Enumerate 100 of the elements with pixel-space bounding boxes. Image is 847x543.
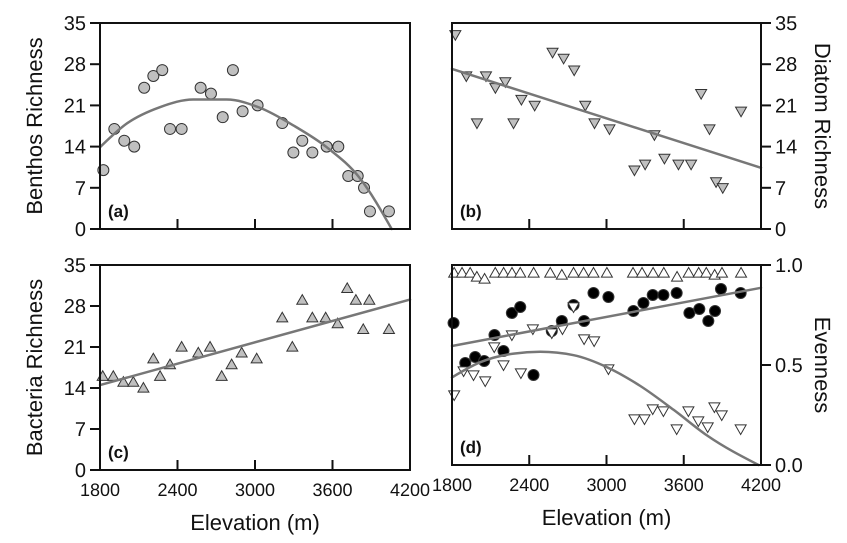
x-tick-label: 4200: [740, 475, 782, 495]
point: [528, 100, 541, 112]
point: [156, 64, 168, 76]
point: [600, 267, 613, 278]
point: [603, 124, 616, 135]
point: [578, 334, 590, 345]
point: [363, 294, 376, 305]
point: [236, 346, 248, 358]
y2-axis-title: Diatom Richness: [810, 42, 835, 210]
point: [147, 352, 160, 364]
point: [528, 267, 540, 278]
point: [306, 146, 318, 158]
point: [469, 351, 482, 363]
point: [176, 341, 188, 352]
point: [556, 269, 568, 280]
point: [637, 297, 650, 309]
point: [578, 267, 590, 278]
point: [514, 267, 526, 278]
point: [528, 369, 540, 381]
y-tick-label: 14: [64, 136, 86, 159]
x-tick-label: 1800: [432, 475, 472, 495]
point: [382, 205, 395, 218]
point: [636, 267, 648, 278]
point: [693, 303, 706, 315]
annotation: (b): [460, 202, 482, 221]
y-tick-label: 35: [64, 255, 86, 277]
point: [568, 267, 580, 278]
point: [478, 273, 491, 284]
x-tick-label: 3600: [664, 475, 704, 495]
point: [499, 77, 512, 88]
point: [695, 89, 708, 100]
y2-tick-label: 0.5: [775, 355, 803, 377]
point: [568, 302, 580, 313]
annotation: (a): [108, 202, 129, 221]
point: [628, 166, 640, 176]
point: [702, 422, 714, 433]
line-series: [450, 350, 760, 466]
point: [250, 352, 263, 364]
y2-tick-label: 28: [775, 54, 798, 76]
y2-tick-label: 35: [775, 13, 798, 35]
point: [306, 312, 318, 322]
line-series: [98, 98, 393, 230]
y-tick-label: 28: [64, 296, 86, 318]
y2-tick-label: 1.0: [775, 255, 803, 277]
point: [568, 65, 580, 76]
point: [514, 301, 526, 313]
point: [296, 294, 308, 305]
point: [341, 282, 354, 294]
y-tick-label: 0: [74, 460, 86, 482]
point: [468, 370, 480, 381]
point: [498, 360, 510, 371]
point: [692, 416, 704, 427]
point: [682, 267, 695, 278]
point: [735, 106, 748, 118]
point: [658, 267, 670, 278]
x-axis-title: Elevation (m): [190, 510, 320, 535]
point: [514, 368, 527, 379]
point: [657, 406, 670, 417]
point: [286, 341, 298, 352]
point: [588, 336, 600, 347]
point: [506, 307, 518, 319]
point: [357, 323, 370, 334]
x-tick-label: 4200: [390, 480, 430, 500]
y2-tick-label: 14: [775, 136, 798, 159]
point: [515, 94, 528, 106]
point: [138, 82, 150, 94]
point: [350, 294, 362, 305]
point: [709, 305, 722, 317]
point: [685, 160, 698, 170]
point: [546, 48, 559, 58]
point: [226, 64, 239, 76]
point: [716, 410, 728, 421]
point: [646, 289, 659, 301]
y-tick-label: 7: [74, 419, 86, 441]
point: [364, 205, 376, 218]
point: [587, 267, 600, 278]
point: [164, 122, 176, 135]
point: [204, 341, 216, 352]
point: [470, 118, 483, 130]
point: [710, 177, 722, 188]
point: [236, 105, 249, 118]
point: [296, 134, 308, 147]
point: [470, 271, 483, 282]
point: [657, 289, 670, 301]
y2-tick-label: 0.0: [775, 455, 803, 477]
point: [670, 424, 683, 435]
point: [216, 111, 229, 124]
point: [544, 267, 556, 278]
x-tick-label: 1800: [80, 480, 120, 500]
point: [204, 88, 217, 100]
point: [558, 54, 570, 64]
point: [708, 402, 720, 413]
y2-tick-label: 0: [775, 219, 786, 241]
point: [647, 267, 660, 278]
y-tick-label: 28: [64, 54, 86, 76]
point: [638, 414, 650, 425]
annotation: (d): [460, 438, 482, 457]
point: [488, 342, 500, 353]
point: [226, 358, 238, 370]
point: [588, 118, 601, 130]
